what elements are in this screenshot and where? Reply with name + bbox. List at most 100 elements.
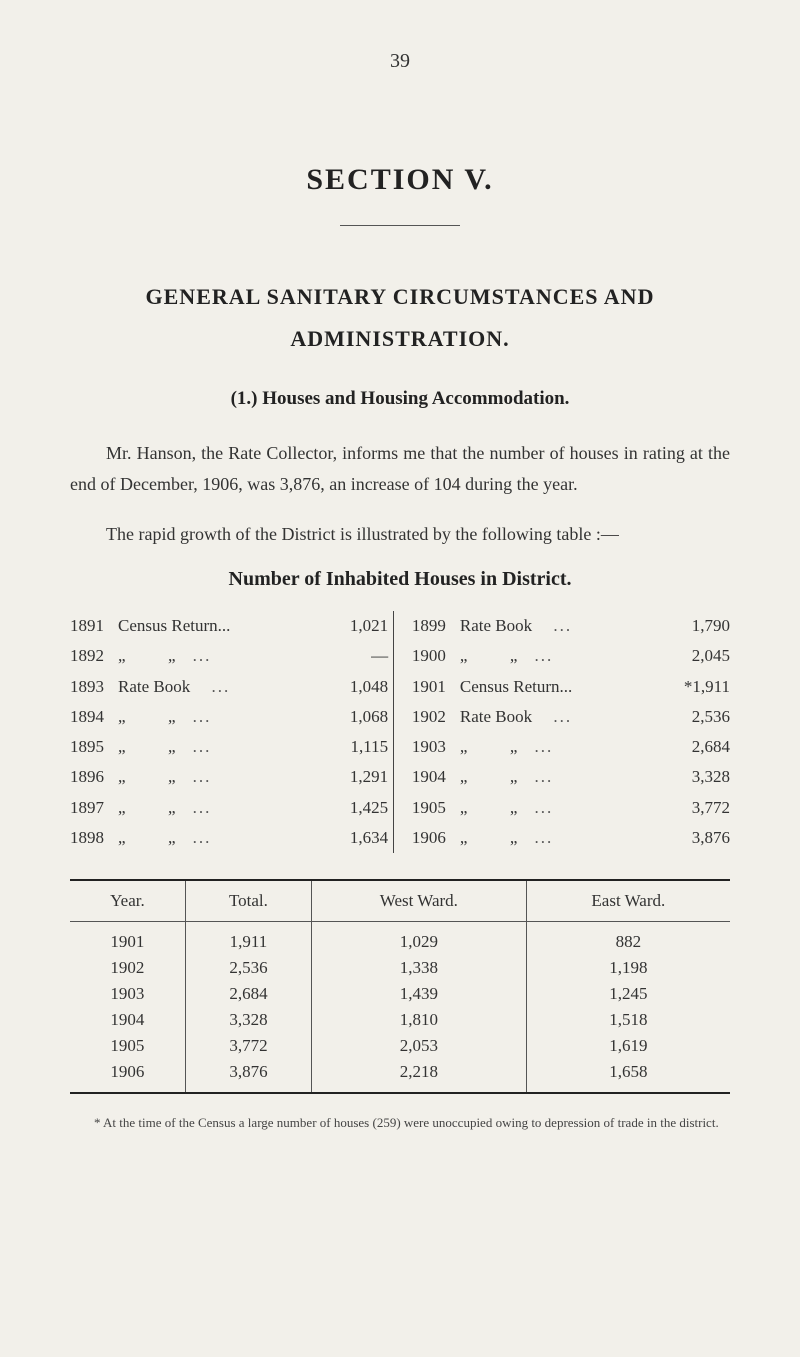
- value: 1,021: [330, 611, 388, 641]
- source: „ „ ...: [460, 823, 672, 853]
- col-east: East Ward.: [526, 880, 730, 922]
- cell-east: 1,518: [526, 1007, 730, 1033]
- dots: ...: [553, 707, 572, 726]
- table-row: 1905 3,772 2,053 1,619: [70, 1033, 730, 1059]
- dots: ...: [193, 798, 212, 817]
- dots: ...: [193, 707, 212, 726]
- year: 1896: [70, 762, 118, 792]
- table-row: 1904 3,328 1,810 1,518: [70, 1007, 730, 1033]
- dots: ...: [534, 767, 553, 786]
- source: Rate Book ...: [460, 702, 672, 732]
- paragraph-1: Mr. Hanson, the Rate Collector, informs …: [70, 438, 730, 501]
- source: Census Return...: [118, 611, 330, 641]
- cell-year: 1906: [70, 1059, 185, 1093]
- cell-east: 1,198: [526, 955, 730, 981]
- source: „ „ ...: [460, 732, 672, 762]
- ditto-marks: „ „: [460, 732, 518, 762]
- year: 1898: [70, 823, 118, 853]
- value: 2,684: [672, 732, 730, 762]
- col-total: Total.: [185, 880, 311, 922]
- value: 1,790: [672, 611, 730, 641]
- left-column: 1891 Census Return... 1,021 1892 „ „ ...…: [70, 611, 388, 853]
- year: 1899: [412, 611, 460, 641]
- cell-year: 1903: [70, 981, 185, 1007]
- col-west: West Ward.: [312, 880, 527, 922]
- cell-total: 3,772: [185, 1033, 311, 1059]
- value: 3,876: [672, 823, 730, 853]
- cell-total: 2,536: [185, 955, 311, 981]
- table-row: 1903 2,684 1,439 1,245: [70, 981, 730, 1007]
- year: 1904: [412, 762, 460, 792]
- list-item: 1900 „ „ ... 2,045: [412, 641, 730, 671]
- paragraph-2: The rapid growth of the District is illu…: [70, 519, 730, 551]
- list-item: 1899 Rate Book ... 1,790: [412, 611, 730, 641]
- dots: ...: [534, 798, 553, 817]
- source: Census Return...: [460, 672, 672, 702]
- list-item: 1896 „ „ ... 1,291: [70, 762, 388, 792]
- dots: ...: [193, 828, 212, 847]
- dots: ...: [553, 616, 572, 635]
- list-item: 1902 Rate Book ... 2,536: [412, 702, 730, 732]
- value: 1,291: [330, 762, 388, 792]
- ditto-marks: „ „: [460, 641, 518, 671]
- list-item: 1904 „ „ ... 3,328: [412, 762, 730, 792]
- list-item: 1895 „ „ ... 1,115: [70, 732, 388, 762]
- ditto-marks: „ „: [118, 762, 176, 792]
- dots: ...: [534, 737, 553, 756]
- cell-east: 1,658: [526, 1059, 730, 1093]
- source: „ „ ...: [118, 762, 330, 792]
- source: „ „ ...: [460, 793, 672, 823]
- list-item: 1891 Census Return... 1,021: [70, 611, 388, 641]
- ditto-marks: „ „: [118, 702, 176, 732]
- subtitle: GENERAL SANITARY CIRCUMSTANCES AND ADMIN…: [70, 276, 730, 360]
- value: 2,536: [672, 702, 730, 732]
- value: 2,045: [672, 641, 730, 671]
- year: 1894: [70, 702, 118, 732]
- value: 1,115: [330, 732, 388, 762]
- source: „ „ ...: [118, 823, 330, 853]
- col-year: Year.: [70, 880, 185, 922]
- year: 1903: [412, 732, 460, 762]
- cell-west: 1,338: [312, 955, 527, 981]
- ward-table: Year. Total. West Ward. East Ward. 1901 …: [70, 879, 730, 1094]
- page-container: 39 SECTION V. GENERAL SANITARY CIRCUMSTA…: [0, 0, 800, 1186]
- source-text: Rate Book: [460, 616, 532, 635]
- source: „ „ ...: [118, 732, 330, 762]
- cell-east: 1,619: [526, 1033, 730, 1059]
- cell-year: 1905: [70, 1033, 185, 1059]
- list-item: 1903 „ „ ... 2,684: [412, 732, 730, 762]
- cell-total: 2,684: [185, 981, 311, 1007]
- dots: ...: [193, 646, 212, 665]
- source: „ „ ...: [118, 641, 330, 671]
- list-item: 1897 „ „ ... 1,425: [70, 793, 388, 823]
- source: „ „ ...: [118, 793, 330, 823]
- dots: ...: [534, 646, 553, 665]
- ditto-marks: „ „: [118, 823, 176, 853]
- footnote: * At the time of the Census a large numb…: [70, 1114, 730, 1133]
- list-item: 1892 „ „ ... —: [70, 641, 388, 671]
- value: —: [330, 641, 388, 671]
- subsection-heading: (1.) Houses and Housing Accommodation.: [70, 388, 730, 410]
- source: „ „ ...: [460, 641, 672, 671]
- source-text: Rate Book: [118, 677, 190, 696]
- value: 3,328: [672, 762, 730, 792]
- subtitle-line-1: GENERAL SANITARY CIRCUMSTANCES AND: [146, 284, 655, 309]
- subtitle-line-2: ADMINISTRATION.: [290, 326, 509, 351]
- year: 1905: [412, 793, 460, 823]
- year: 1892: [70, 641, 118, 671]
- value: 1,425: [330, 793, 388, 823]
- year: 1891: [70, 611, 118, 641]
- list-item: 1894 „ „ ... 1,068: [70, 702, 388, 732]
- year: 1901: [412, 672, 460, 702]
- cell-west: 1,439: [312, 981, 527, 1007]
- source: Rate Book ...: [118, 672, 330, 702]
- list-item: 1898 „ „ ... 1,634: [70, 823, 388, 853]
- value: 1,068: [330, 702, 388, 732]
- dots: ...: [193, 767, 212, 786]
- list-item: 1905 „ „ ... 3,772: [412, 793, 730, 823]
- table-row: 1906 3,876 2,218 1,658: [70, 1059, 730, 1093]
- inhabited-houses-list: 1891 Census Return... 1,021 1892 „ „ ...…: [70, 611, 730, 853]
- year: 1895: [70, 732, 118, 762]
- year: 1897: [70, 793, 118, 823]
- value: 1,048: [330, 672, 388, 702]
